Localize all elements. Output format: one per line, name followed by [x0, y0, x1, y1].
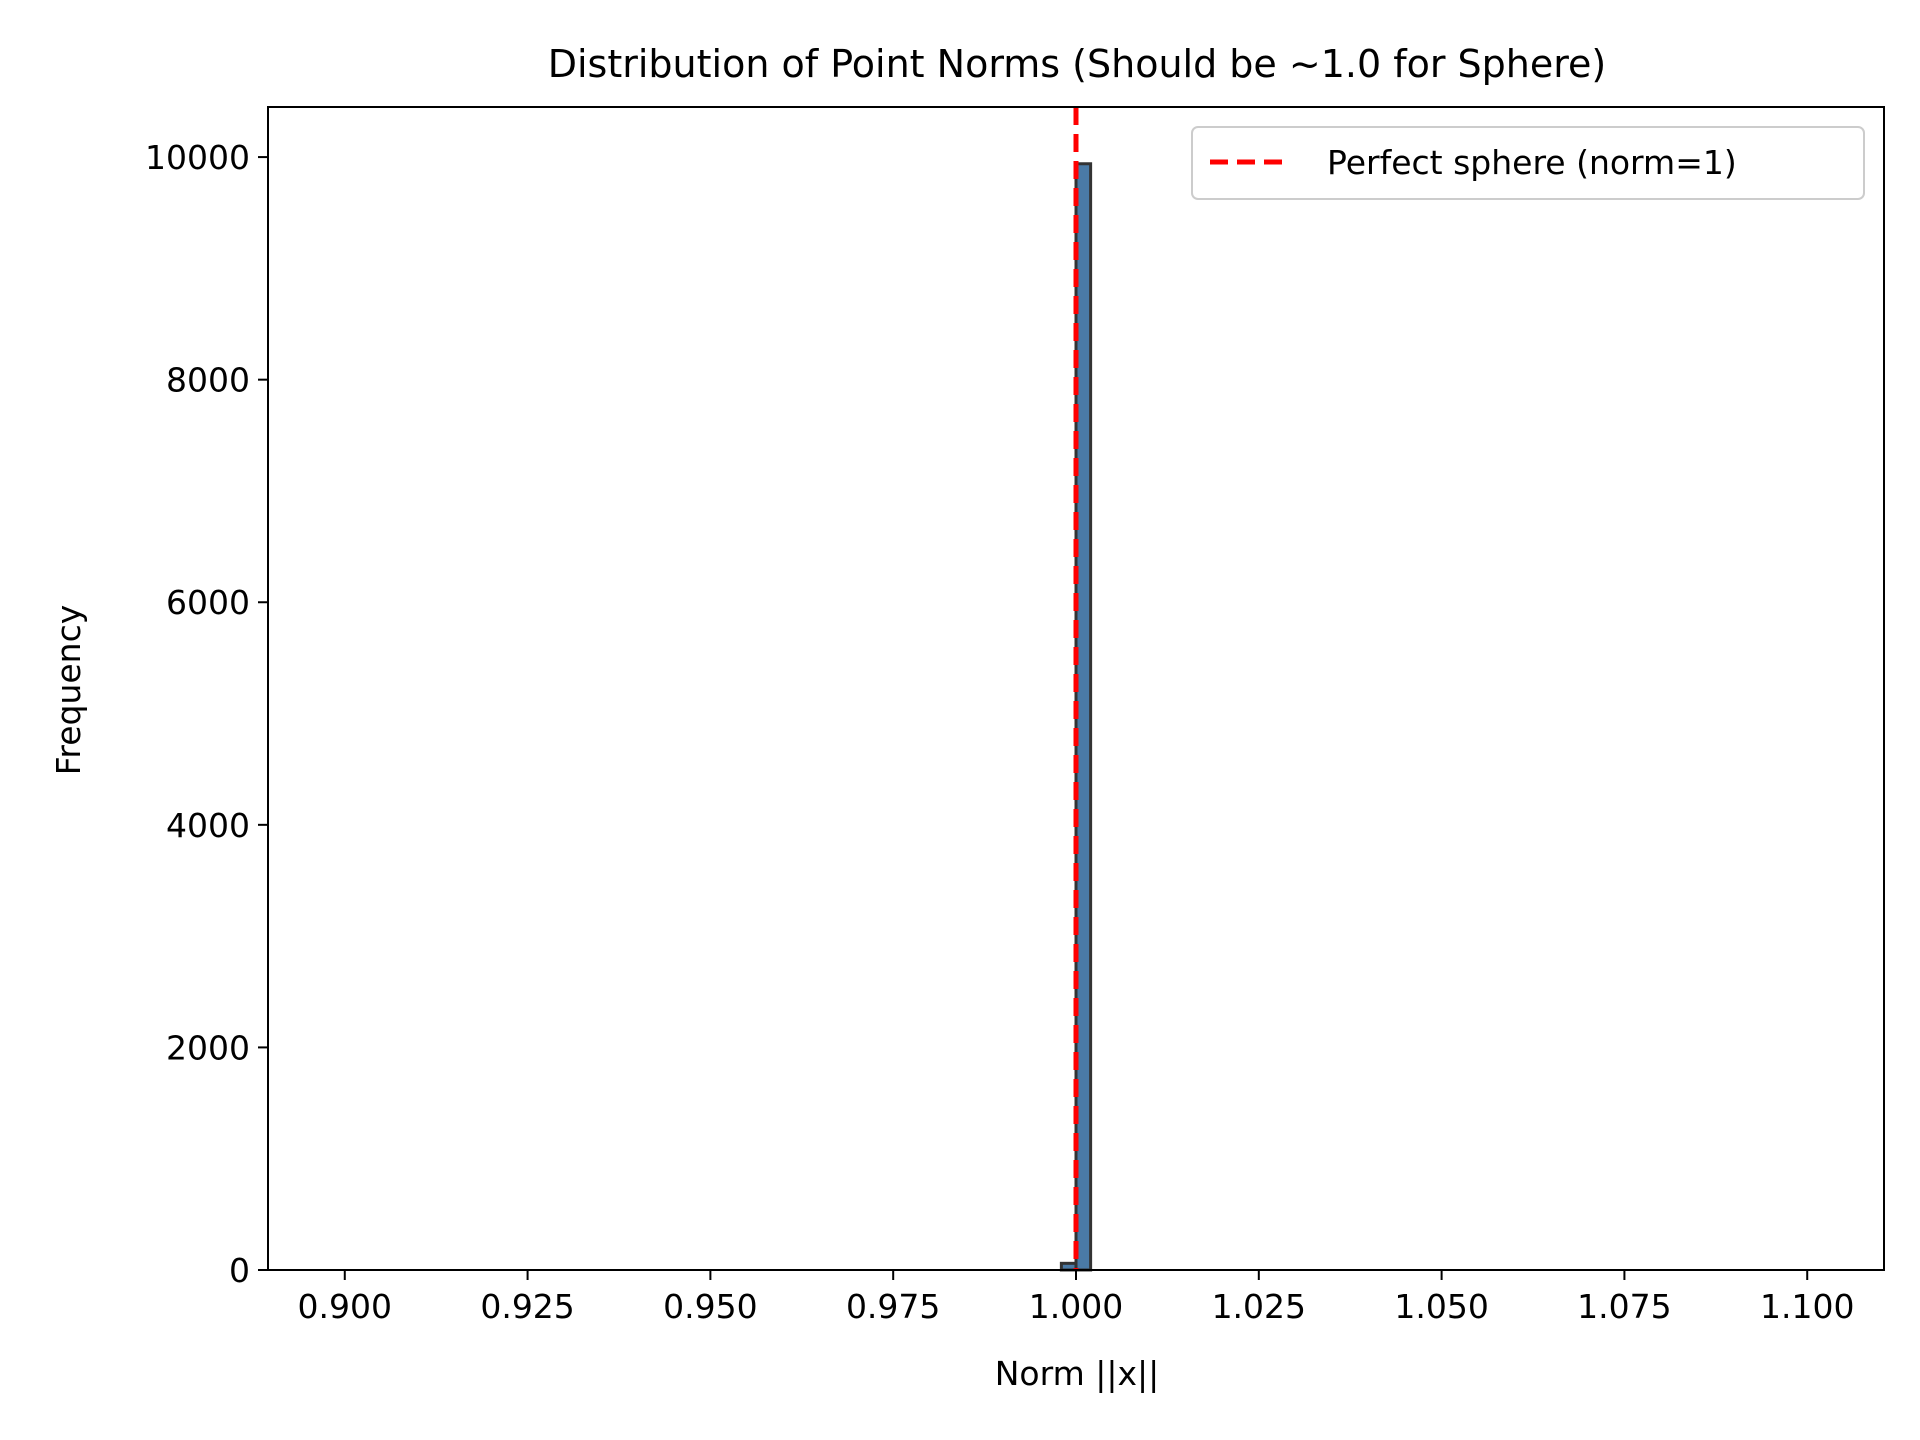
legend: Perfect sphere (norm=1): [1191, 126, 1865, 200]
legend-box: [1191, 126, 1865, 200]
x-axis-label: Norm ||x||: [995, 1354, 1160, 1393]
x-tick-label: 0.975: [846, 1287, 940, 1326]
y-axis-label: Frequency: [49, 605, 88, 775]
x-tick-label: 0.925: [480, 1287, 574, 1326]
x-tick-label: 1.000: [1029, 1287, 1123, 1326]
x-tick-label: 1.075: [1577, 1287, 1671, 1326]
x-axis-ticks: 0.900 0.925 0.950 0.975 1.000 1.025 1.050 1.075…: [298, 1270, 1854, 1326]
y-tick-label: 6000: [166, 583, 250, 622]
x-tick-label: 1.050: [1394, 1287, 1488, 1326]
legend-entry-label: Perfect sphere (norm=1): [1327, 143, 1737, 182]
y-tick-label: 10000: [145, 138, 250, 177]
y-tick-label: 0: [229, 1251, 250, 1290]
y-tick-label: 8000: [166, 361, 250, 400]
x-tick-label: 1.100: [1760, 1287, 1854, 1326]
y-tick-label: 4000: [166, 806, 250, 845]
y-axis-ticks: 0 2000 4000 6000 8000 10000: [145, 138, 268, 1290]
y-tick-label: 2000: [166, 1028, 250, 1067]
x-tick-label: 1.025: [1212, 1287, 1306, 1326]
x-tick-label: 0.950: [663, 1287, 757, 1326]
chart-title: Distribution of Point Norms (Should be ~…: [548, 42, 1607, 86]
x-tick-label: 0.900: [298, 1287, 392, 1326]
